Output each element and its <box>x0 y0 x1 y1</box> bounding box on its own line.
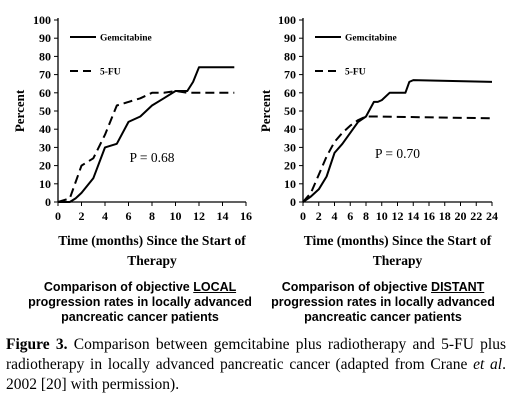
y-tick-label: 20 <box>39 159 51 173</box>
y-tick-label: 100 <box>278 13 296 27</box>
x-axis-label-line-2: Therapy <box>373 253 423 268</box>
y-tick-label: 90 <box>39 31 51 45</box>
subcaption-local-emph: LOCAL <box>193 280 237 294</box>
subcaption-distant-emph: DISTANT <box>431 280 485 294</box>
subcaption-local-text-1: Comparison of objective <box>43 280 194 294</box>
y-tick-label: 40 <box>284 122 296 136</box>
y-tick-label: 60 <box>284 86 296 100</box>
x-axis-label-line-2: Therapy <box>127 253 177 268</box>
legend-label: Gemcitabine <box>100 34 152 44</box>
subcaption-local-text-2: progression rates in locally advanced pa… <box>28 295 252 324</box>
x-tick-label: 22 <box>470 209 482 223</box>
y-tick-label: 0 <box>45 195 51 209</box>
x-tick-label: 16 <box>240 209 252 223</box>
series-line-gemcitabine <box>58 66 235 203</box>
y-tick-label: 10 <box>39 177 51 191</box>
y-axis-label: Percent <box>12 89 27 132</box>
figure-caption-text-1: Comparison between gemcitabine plus radi… <box>6 336 507 373</box>
y-tick-label: 80 <box>284 49 296 63</box>
y-tick-label: 30 <box>39 140 51 154</box>
x-tick-label: 0 <box>300 209 306 223</box>
x-axis-label-line-1: Time (months) Since the Start of <box>304 233 492 248</box>
subcaption-local: Comparison of objective LOCAL progressio… <box>20 280 260 325</box>
x-tick-label: 4 <box>102 209 108 223</box>
x-tick-label: 8 <box>363 209 369 223</box>
x-tick-label: 24 <box>486 209 498 223</box>
x-tick-label: 18 <box>439 209 451 223</box>
x-tick-label: 12 <box>392 209 404 223</box>
figure-caption-label: Figure 3. <box>6 336 68 353</box>
p-value-annotation: P = 0.68 <box>130 150 175 165</box>
p-value-annotation: P = 0.70 <box>375 146 420 161</box>
y-tick-label: 50 <box>39 104 51 118</box>
y-axis-label: Percent <box>258 89 273 132</box>
y-tick-label: 10 <box>284 177 296 191</box>
y-tick-label: 50 <box>284 104 296 118</box>
y-tick-label: 40 <box>39 122 51 136</box>
legend-label: Gemcitabine <box>345 34 397 44</box>
series-line-gemcitabine <box>302 79 493 203</box>
figure-caption-italic: et al <box>473 356 503 373</box>
subcaption-distant: Comparison of objective DISTANT progress… <box>263 280 503 325</box>
x-tick-label: 16 <box>423 209 435 223</box>
y-tick-label: 20 <box>284 159 296 173</box>
x-tick-label: 10 <box>170 209 182 223</box>
legend-label: 5-FU <box>345 68 366 78</box>
y-tick-label: 70 <box>284 68 296 82</box>
subcaption-distant-text-2: progression rates in locally advanced pa… <box>271 295 495 324</box>
legend-label: 5-FU <box>100 68 121 78</box>
subcaption-distant-text-1: Comparison of objective <box>281 280 432 294</box>
x-tick-label: 14 <box>217 209 229 223</box>
x-axis-label-line-1: Time (months) Since the Start of <box>58 233 246 248</box>
y-tick-label: 70 <box>39 68 51 82</box>
x-tick-label: 10 <box>376 209 388 223</box>
chart-local-progression: 0 10 20 30 40 50 60 70 80 90 100 0 2 4 6 8 10 12 14 16 Perce… <box>12 13 252 268</box>
x-tick-label: 0 <box>55 209 61 223</box>
x-tick-label: 2 <box>79 209 85 223</box>
y-tick-label: 80 <box>39 49 51 63</box>
figure-caption: Figure 3. Comparison between gemcitabine… <box>6 335 506 395</box>
x-tick-label: 2 <box>316 209 322 223</box>
x-tick-label: 6 <box>126 209 132 223</box>
x-tick-label: 4 <box>332 209 338 223</box>
x-tick-label: 12 <box>193 209 205 223</box>
x-tick-label: 14 <box>407 209 419 223</box>
x-tick-label: 20 <box>455 209 467 223</box>
y-tick-label: 60 <box>39 86 51 100</box>
figure-caption-text-2: . 2002 [20] with permission). <box>6 356 506 393</box>
y-tick-label: 90 <box>284 31 296 45</box>
y-tick-label: 30 <box>284 140 296 154</box>
y-tick-label: 100 <box>33 13 51 27</box>
x-tick-label: 8 <box>149 209 155 223</box>
y-tick-label: 0 <box>290 195 296 209</box>
x-tick-label: 6 <box>347 209 353 223</box>
series-line-5-fu <box>57 90 235 203</box>
